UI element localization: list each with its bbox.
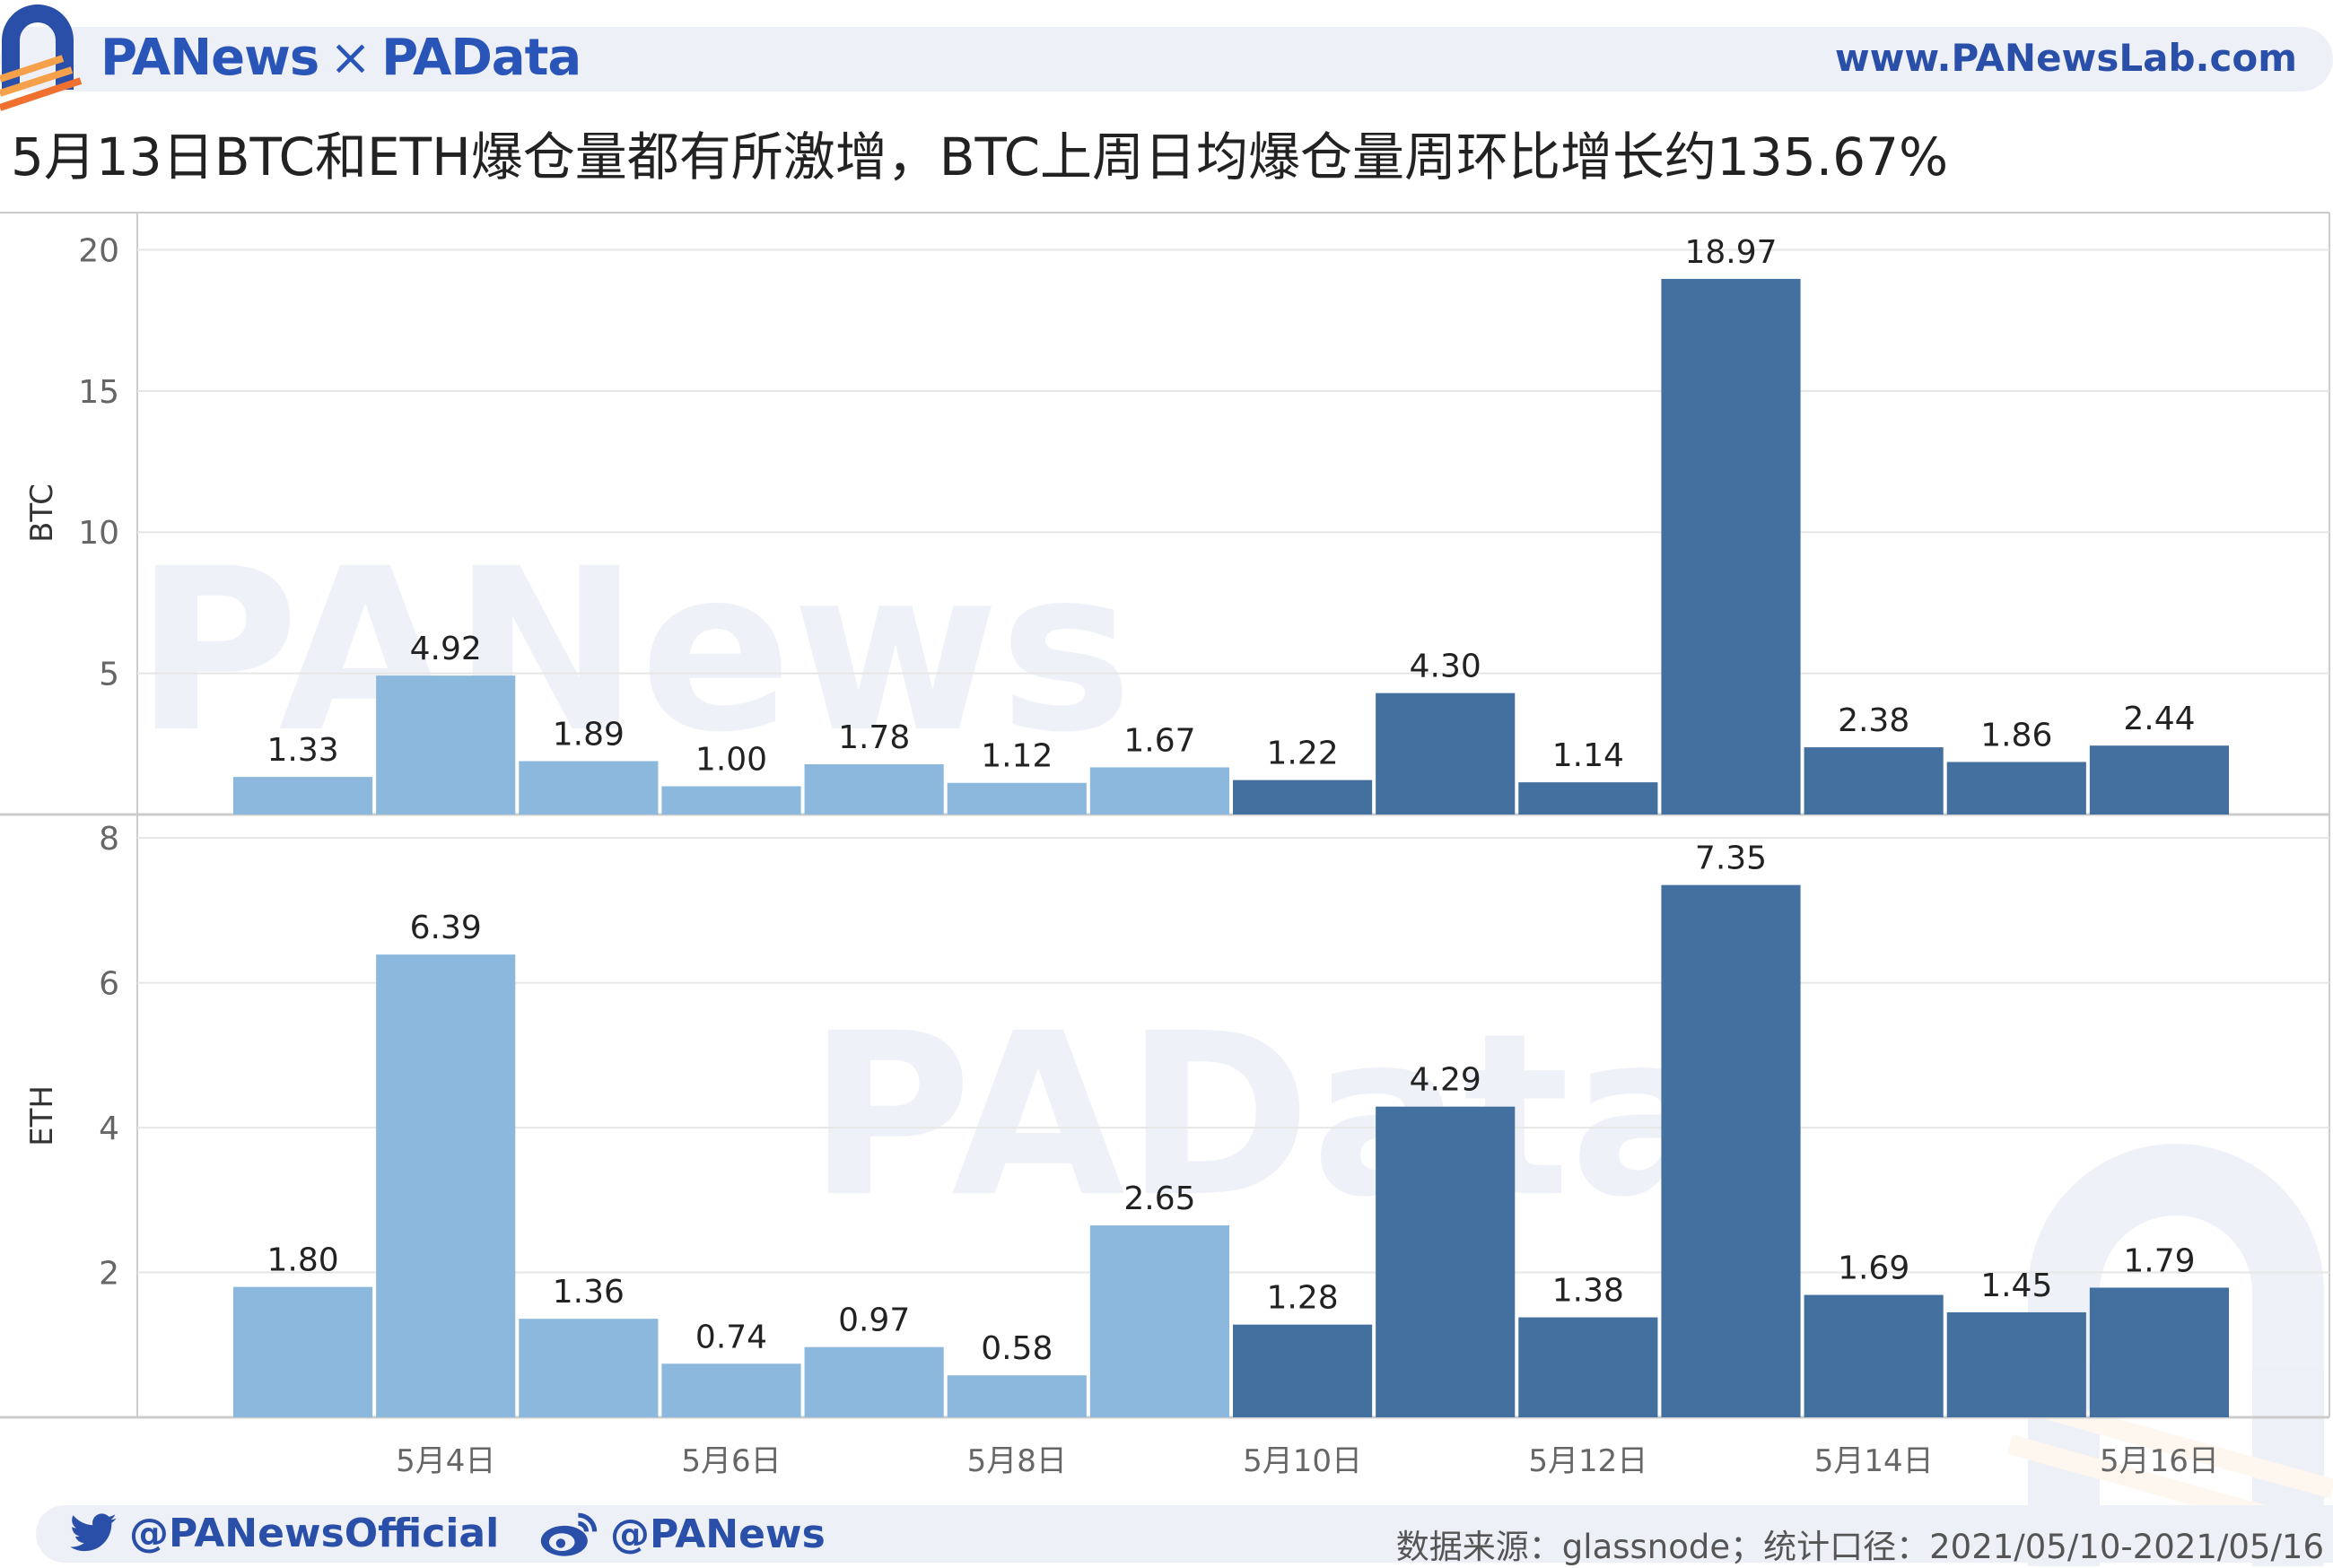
bar-value-label: 18.97: [1684, 234, 1777, 271]
bar-value-label: 1.14: [1552, 737, 1624, 774]
site-url[interactable]: www.PANewsLab.com: [1834, 36, 2297, 80]
x-tick-label: 5月10日: [1243, 1443, 1362, 1479]
panel-eth: 2 4 6 8 ETH 1.80 6.39 1.36 0.74 0.97 0.58 2.65 1.28 4…: [0, 821, 2329, 1479]
bar[interactable]: [1376, 693, 1516, 814]
bar[interactable]: [1233, 1324, 1373, 1417]
bar[interactable]: [233, 777, 373, 814]
bar[interactable]: [661, 1363, 801, 1417]
bar-value-label: 1.79: [2123, 1242, 2195, 1279]
bar-value-label: 0.97: [838, 1302, 910, 1339]
bar[interactable]: [1804, 1294, 1944, 1417]
bar[interactable]: [1233, 780, 1373, 814]
bar[interactable]: [1946, 762, 2086, 814]
bar-value-label: 1.28: [1266, 1280, 1338, 1317]
bar[interactable]: [1089, 767, 1229, 814]
data-source: 数据来源：glassnode；统计口径：2021/05/10-2021/05/1…: [1395, 1528, 2324, 1566]
bar-value-label: 1.86: [1980, 717, 2052, 754]
bar-value-label: 1.89: [553, 717, 625, 754]
bar[interactable]: [2089, 745, 2229, 814]
bar-value-label: 1.45: [1980, 1267, 2052, 1304]
y-tick-label: 6: [99, 966, 119, 1003]
bar[interactable]: [1661, 884, 1801, 1417]
x-tick-label: 5月12日: [1528, 1443, 1647, 1479]
x-tick-label: 5月14日: [1814, 1443, 1934, 1479]
y-axis-label: BTC: [24, 483, 60, 543]
chart-title: 5月13日BTC和ETH爆仓量都有所激增，BTC上周日均爆仓量周环比增长约135…: [11, 126, 1949, 187]
bar[interactable]: [804, 1346, 944, 1417]
header-bar: [0, 27, 2333, 91]
bar[interactable]: [947, 1375, 1087, 1417]
weibo-handle[interactable]: @PANews: [538, 1511, 826, 1557]
bar-value-label: 7.35: [1695, 841, 1767, 877]
bar-value-label: 1.33: [267, 732, 338, 769]
x-tick-label: 5月8日: [967, 1443, 1067, 1479]
footer-bar: [36, 1505, 2333, 1563]
watermark-panews: PANews: [135, 520, 1132, 781]
panel-btc: 5 10 15 20 BTC 1.33 4.92 1.89 1.00 1.78 1.12 1.67 1.…: [0, 232, 2329, 816]
weibo-handle-text: @PANews: [610, 1511, 826, 1557]
bar-value-label: 0.58: [981, 1330, 1053, 1367]
x-tick-label: 5月6日: [681, 1443, 781, 1479]
bar-value-label: 1.00: [695, 742, 767, 779]
bar-value-label: 1.69: [1838, 1250, 1909, 1287]
y-tick-label: 4: [99, 1111, 119, 1147]
bar[interactable]: [1804, 747, 1944, 814]
bar[interactable]: [376, 675, 516, 814]
y-tick-label: 8: [99, 821, 119, 858]
brand-separator: ×: [329, 29, 371, 87]
twitter-handle[interactable]: @PANewsOfficial: [68, 1511, 499, 1556]
bar-value-label: 2.44: [2123, 701, 2195, 737]
weibo-icon: [540, 1512, 598, 1556]
y-tick-label: 2: [99, 1256, 119, 1293]
twitter-icon: [70, 1512, 117, 1551]
brand-padata: PAData: [381, 29, 581, 87]
y-tick-label: 10: [78, 515, 119, 552]
x-tick-label: 5月4日: [396, 1443, 495, 1479]
bar-value-label: 4.92: [410, 631, 482, 667]
bar-value-label: 1.78: [838, 719, 910, 756]
bar[interactable]: [1376, 1106, 1516, 1417]
brand-panews: PANews: [100, 29, 319, 87]
bar[interactable]: [947, 782, 1087, 814]
bar[interactable]: [233, 1286, 373, 1417]
y-tick-label: 5: [99, 657, 119, 693]
bar[interactable]: [661, 786, 801, 814]
bar[interactable]: [1518, 1317, 1658, 1417]
bar-value-label: 1.38: [1552, 1273, 1624, 1310]
x-tick-label: 5月16日: [2100, 1443, 2219, 1479]
bar[interactable]: [1661, 278, 1801, 814]
bar-value-label: 1.12: [981, 738, 1053, 775]
panews-logo-icon: [0, 4, 83, 111]
bar-value-label: 1.67: [1123, 722, 1195, 759]
watermark-padata: PAData: [808, 985, 1721, 1246]
bar[interactable]: [804, 763, 944, 814]
bar-value-label: 1.22: [1266, 736, 1338, 772]
bar[interactable]: [519, 761, 659, 814]
twitter-handle-text: @PANewsOfficial: [129, 1511, 500, 1556]
bar-value-label: 1.80: [267, 1242, 338, 1279]
bar-value-label: 4.30: [1410, 649, 1481, 685]
y-tick-label: 20: [78, 232, 119, 269]
bar[interactable]: [1089, 1225, 1229, 1417]
bar-value-label: 2.38: [1838, 702, 1909, 739]
bar[interactable]: [519, 1319, 659, 1417]
y-tick-label: 15: [78, 374, 119, 411]
bar[interactable]: [1946, 1311, 2086, 1417]
brand-title: PANews × PAData: [100, 29, 581, 87]
bar-value-label: 1.36: [553, 1274, 625, 1311]
bar[interactable]: [376, 954, 516, 1417]
bar-value-label: 4.29: [1410, 1062, 1481, 1099]
bar-value-label: 6.39: [410, 910, 482, 946]
bar-value-label: 0.74: [695, 1319, 767, 1355]
bar[interactable]: [1518, 782, 1658, 814]
y-axis-label: ETH: [24, 1085, 60, 1146]
bar-value-label: 2.65: [1123, 1180, 1195, 1217]
bar[interactable]: [2089, 1287, 2229, 1417]
